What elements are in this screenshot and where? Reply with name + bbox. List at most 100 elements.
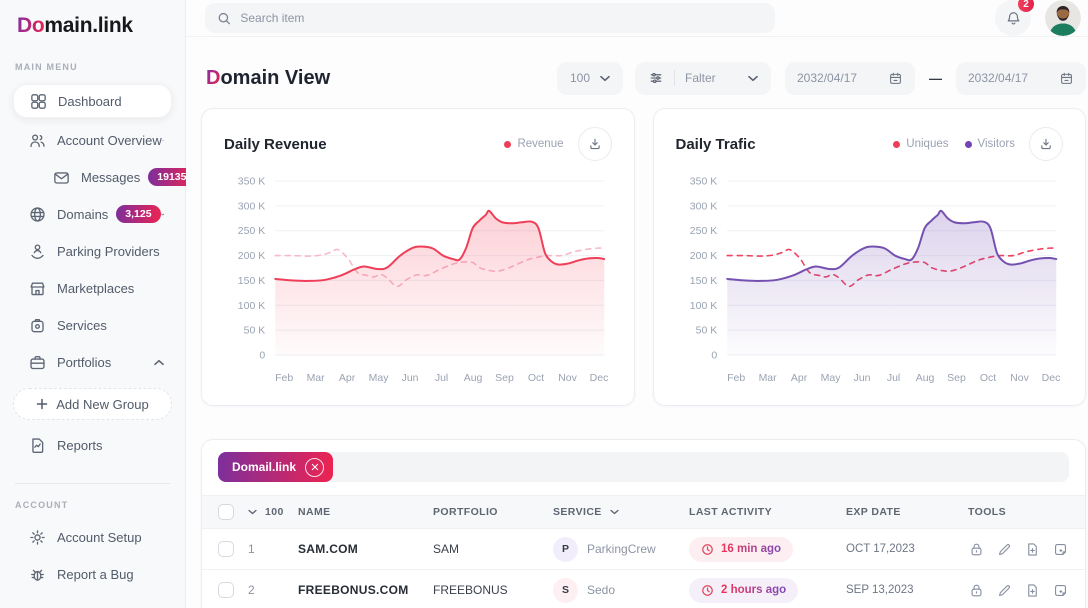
tools-cell: [968, 582, 1069, 599]
chevron-up-icon[interactable]: [154, 359, 164, 366]
edit-pencil-icon[interactable]: [996, 541, 1013, 558]
lock-icon[interactable]: [968, 582, 985, 599]
column-header-name[interactable]: NAME: [298, 506, 331, 518]
date-to-picker[interactable]: 2032/04/17: [956, 61, 1086, 95]
clock-icon: [702, 584, 713, 596]
sidebar-item-account-overview[interactable]: Account Overview: [13, 125, 172, 155]
svg-text:Jun: Jun: [402, 372, 419, 384]
globe-icon: [30, 206, 45, 222]
svg-text:200 K: 200 K: [689, 250, 716, 262]
report-document-icon: [32, 437, 44, 453]
table-row[interactable]: 1 SAM.COM SAM P ParkingCrew 16 min ago O…: [202, 529, 1085, 570]
svg-text:250 K: 250 K: [238, 225, 265, 237]
row-checkbox[interactable]: [218, 541, 234, 557]
file-add-icon[interactable]: [1024, 582, 1041, 599]
column-header-service[interactable]: SERVICE: [553, 506, 689, 518]
sidebar-item-messages[interactable]: Messages 19135: [37, 162, 196, 192]
service-name: Sedo: [587, 583, 616, 597]
svg-text:Mar: Mar: [758, 372, 777, 384]
sidebar-item-domains[interactable]: Domains 3,125: [13, 199, 172, 229]
lock-icon[interactable]: [968, 541, 985, 558]
table-row[interactable]: 2 FREEBONUS.COM FREEBONUS S Sedo 2 hours…: [202, 570, 1085, 608]
svg-text:Feb: Feb: [275, 372, 293, 384]
clock-icon: [702, 543, 713, 555]
filter-separator: [674, 70, 675, 86]
legend-dot: [964, 140, 972, 148]
mail-icon: [54, 171, 69, 184]
brand-logo[interactable]: Domain.link: [13, 14, 172, 38]
table-header-count[interactable]: 100: [248, 506, 298, 518]
domains-table-card: Domail.link 100 NAME PORTFOLIO: [201, 439, 1086, 608]
chevron-down-icon[interactable]: [160, 211, 164, 218]
chip-close-button[interactable]: [305, 457, 325, 477]
page-title: Domain View: [201, 67, 330, 90]
date-to-value: 2032/04/17: [968, 71, 1029, 85]
sidebar-item-label: Domains: [57, 206, 109, 222]
avatar-image: [1045, 0, 1081, 36]
sidebar-item-label: Reports: [57, 437, 103, 453]
svg-text:0: 0: [711, 350, 717, 362]
download-chart-button[interactable]: [1029, 127, 1063, 161]
svg-text:Feb: Feb: [727, 372, 745, 384]
sidebar-item-services[interactable]: Services: [13, 310, 172, 340]
page-size-select[interactable]: 100: [557, 61, 623, 95]
portfolio-name: FREEBONUS: [433, 583, 508, 597]
download-chart-button[interactable]: [577, 127, 612, 161]
svg-text:250 K: 250 K: [689, 225, 716, 237]
legend-label: Revenue: [517, 138, 564, 150]
column-header-portfolio[interactable]: PORTFOLIO: [433, 506, 498, 518]
sidebar-item-label: Messages: [81, 169, 141, 185]
daily-revenue-card: Daily Revenue Revenue 350 K 300 K 250 K 200…: [201, 108, 635, 406]
sidebar-item-dashboard[interactable]: Dashboard: [13, 84, 172, 118]
service-name: ParkingCrew: [587, 542, 656, 556]
sidebar-item-reports[interactable]: Reports: [13, 430, 172, 460]
column-header-exp-date[interactable]: EXP DATE: [846, 506, 901, 518]
sidebar-item-label: Account Setup: [57, 529, 142, 545]
svg-text:Aug: Aug: [464, 372, 483, 384]
topbar: 2: [186, 0, 1088, 37]
svg-text:Jun: Jun: [853, 372, 870, 384]
chevron-up-icon[interactable]: [161, 137, 164, 144]
sidebar-item-report-a-bug[interactable]: Report a Bug: [13, 559, 172, 589]
filter-chip-domail-link[interactable]: Domail.link: [218, 452, 334, 482]
sidebar-item-label: Report a Bug: [57, 566, 134, 582]
page-title-accent: D: [206, 66, 221, 89]
sidebar-divider: [15, 483, 170, 484]
sidebar-item-marketplaces[interactable]: Marketplaces: [13, 273, 172, 303]
users-icon: [30, 134, 45, 147]
sidebar-item-label: Dashboard: [58, 93, 122, 109]
filter-dropdown[interactable]: Falter: [635, 61, 771, 95]
service-avatar: S: [553, 577, 578, 603]
date-from-picker[interactable]: 2032/04/17: [785, 61, 915, 95]
edit-pencil-icon[interactable]: [996, 582, 1013, 599]
row-checkbox[interactable]: [218, 582, 234, 598]
add-new-group-button[interactable]: Add New Group: [13, 388, 172, 420]
sidebar-item-label: Parking Providers: [57, 243, 160, 259]
header-count-label: 100: [265, 506, 284, 518]
sidebar: Domain.link MAIN MENU Dashboard Account …: [0, 0, 196, 608]
sidebar-item-label: Portfolios: [57, 354, 112, 370]
sidebar-item-parking-providers[interactable]: Parking Providers: [13, 236, 172, 266]
svg-text:Oct: Oct: [979, 372, 995, 384]
service-avatar: P: [553, 536, 578, 562]
download-icon: [589, 138, 600, 150]
column-header-last-activity[interactable]: LAST ACTIVITY: [689, 506, 772, 518]
file-add-icon[interactable]: [1024, 541, 1041, 558]
note-add-icon[interactable]: [1052, 582, 1069, 599]
search-input[interactable]: [240, 11, 763, 25]
legend-item-visitors: Visitors: [964, 138, 1015, 150]
search-box[interactable]: [205, 3, 775, 33]
legend-item-uniques: Uniques: [893, 138, 949, 150]
select-all-checkbox[interactable]: [218, 504, 234, 520]
page-size-value: 100: [569, 71, 591, 85]
date-range-dash: —: [929, 70, 942, 86]
note-add-icon[interactable]: [1052, 541, 1069, 558]
brand-logo-rest: main.link: [44, 14, 133, 37]
user-avatar[interactable]: [1045, 0, 1081, 36]
messages-count-badge: 19135: [148, 168, 196, 186]
sidebar-item-portfolios[interactable]: Portfolios: [13, 347, 172, 377]
svg-text:100 K: 100 K: [689, 300, 716, 312]
dashboard-grid-icon: [31, 93, 46, 109]
svg-text:Jul: Jul: [435, 372, 448, 384]
sidebar-item-account-setup[interactable]: Account Setup: [13, 522, 172, 552]
